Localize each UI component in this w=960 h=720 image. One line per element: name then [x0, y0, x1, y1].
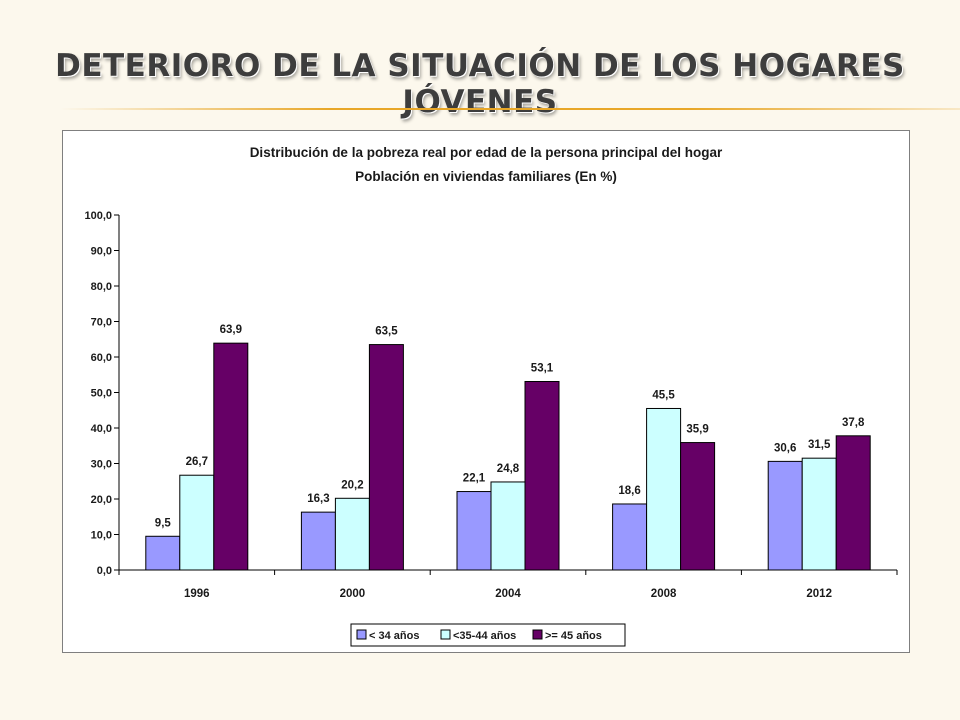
data-label: 31,5 — [808, 439, 831, 451]
data-label: 20,2 — [341, 479, 363, 491]
y-tick-label: 70,0 — [91, 317, 112, 329]
bar — [490, 481, 526, 571]
y-tick-label: 60,0 — [91, 352, 112, 364]
chart-title: Distribución de la pobreza real por edad… — [250, 145, 723, 160]
bar — [835, 435, 871, 571]
chart-subtitle: Población en viviendas familiares (En %) — [355, 169, 617, 184]
y-tick-label: 20,0 — [91, 494, 112, 506]
y-tick-label: 80,0 — [91, 281, 112, 293]
data-label: 24,8 — [497, 463, 520, 475]
data-label: 35,9 — [686, 424, 708, 436]
bar — [767, 460, 803, 571]
y-tick-label: 0,0 — [97, 565, 112, 577]
y-tick-label: 40,0 — [91, 423, 112, 435]
legend-box — [350, 623, 626, 647]
data-label: 63,5 — [375, 326, 398, 338]
data-label: 26,7 — [186, 456, 208, 468]
title-divider — [60, 108, 960, 110]
x-tick-label: 2008 — [651, 588, 677, 600]
y-axis: 0,0 10,0 20,0 30,0 40,0 50,0 60,0 70,0 80,0 90,0 1… — [84, 210, 120, 577]
data-label: 22,1 — [463, 473, 486, 485]
x-tick-label: 2012 — [806, 588, 832, 600]
legend-swatch — [356, 629, 367, 640]
bar — [179, 474, 215, 571]
data-label: 9,5 — [155, 517, 172, 529]
data-label: 30,6 — [774, 442, 796, 454]
x-axis: 1996 2000 2004 2008 2012 — [118, 569, 898, 600]
bar — [456, 491, 492, 571]
legend-label: <35-44 años — [453, 630, 516, 642]
bar — [801, 457, 837, 571]
bar — [680, 442, 716, 571]
data-label: 63,9 — [220, 324, 242, 336]
legend-label: < 34 años — [369, 630, 419, 642]
bar — [612, 503, 648, 571]
bar — [646, 407, 682, 571]
data-label: 18,6 — [618, 485, 640, 497]
legend-swatch — [532, 629, 543, 640]
legend-label: >= 45 años — [545, 630, 602, 642]
bar — [213, 342, 249, 571]
data-label: 37,8 — [842, 417, 865, 429]
y-tick-label: 100,0 — [84, 210, 112, 222]
y-tick-label: 50,0 — [91, 388, 112, 400]
bars: 9,5 16,3 22,1 18,6 30,6 26,7 20,2 24,8 45,5 31,5 6… — [145, 324, 871, 571]
bar — [334, 497, 370, 571]
data-label: 16,3 — [307, 493, 329, 505]
x-tick-label: 2000 — [340, 588, 366, 600]
legend: < 34 años <35-44 años >= 45 años — [350, 623, 626, 647]
bar — [368, 344, 404, 571]
data-label: 53,1 — [531, 362, 554, 374]
bar — [300, 511, 336, 571]
bar — [524, 380, 560, 571]
slide-title: DETERIORO DE LA SITUACIÓN DE LOS HOGARES… — [55, 48, 905, 120]
legend-swatch — [440, 629, 451, 640]
bar — [145, 535, 181, 571]
y-tick-label: 10,0 — [91, 530, 112, 542]
x-tick-label: 1996 — [184, 588, 210, 600]
data-label: 45,5 — [652, 389, 675, 401]
y-tick-label: 30,0 — [91, 459, 112, 471]
x-tick-label: 2004 — [495, 588, 521, 600]
y-tick-label: 90,0 — [91, 246, 112, 258]
